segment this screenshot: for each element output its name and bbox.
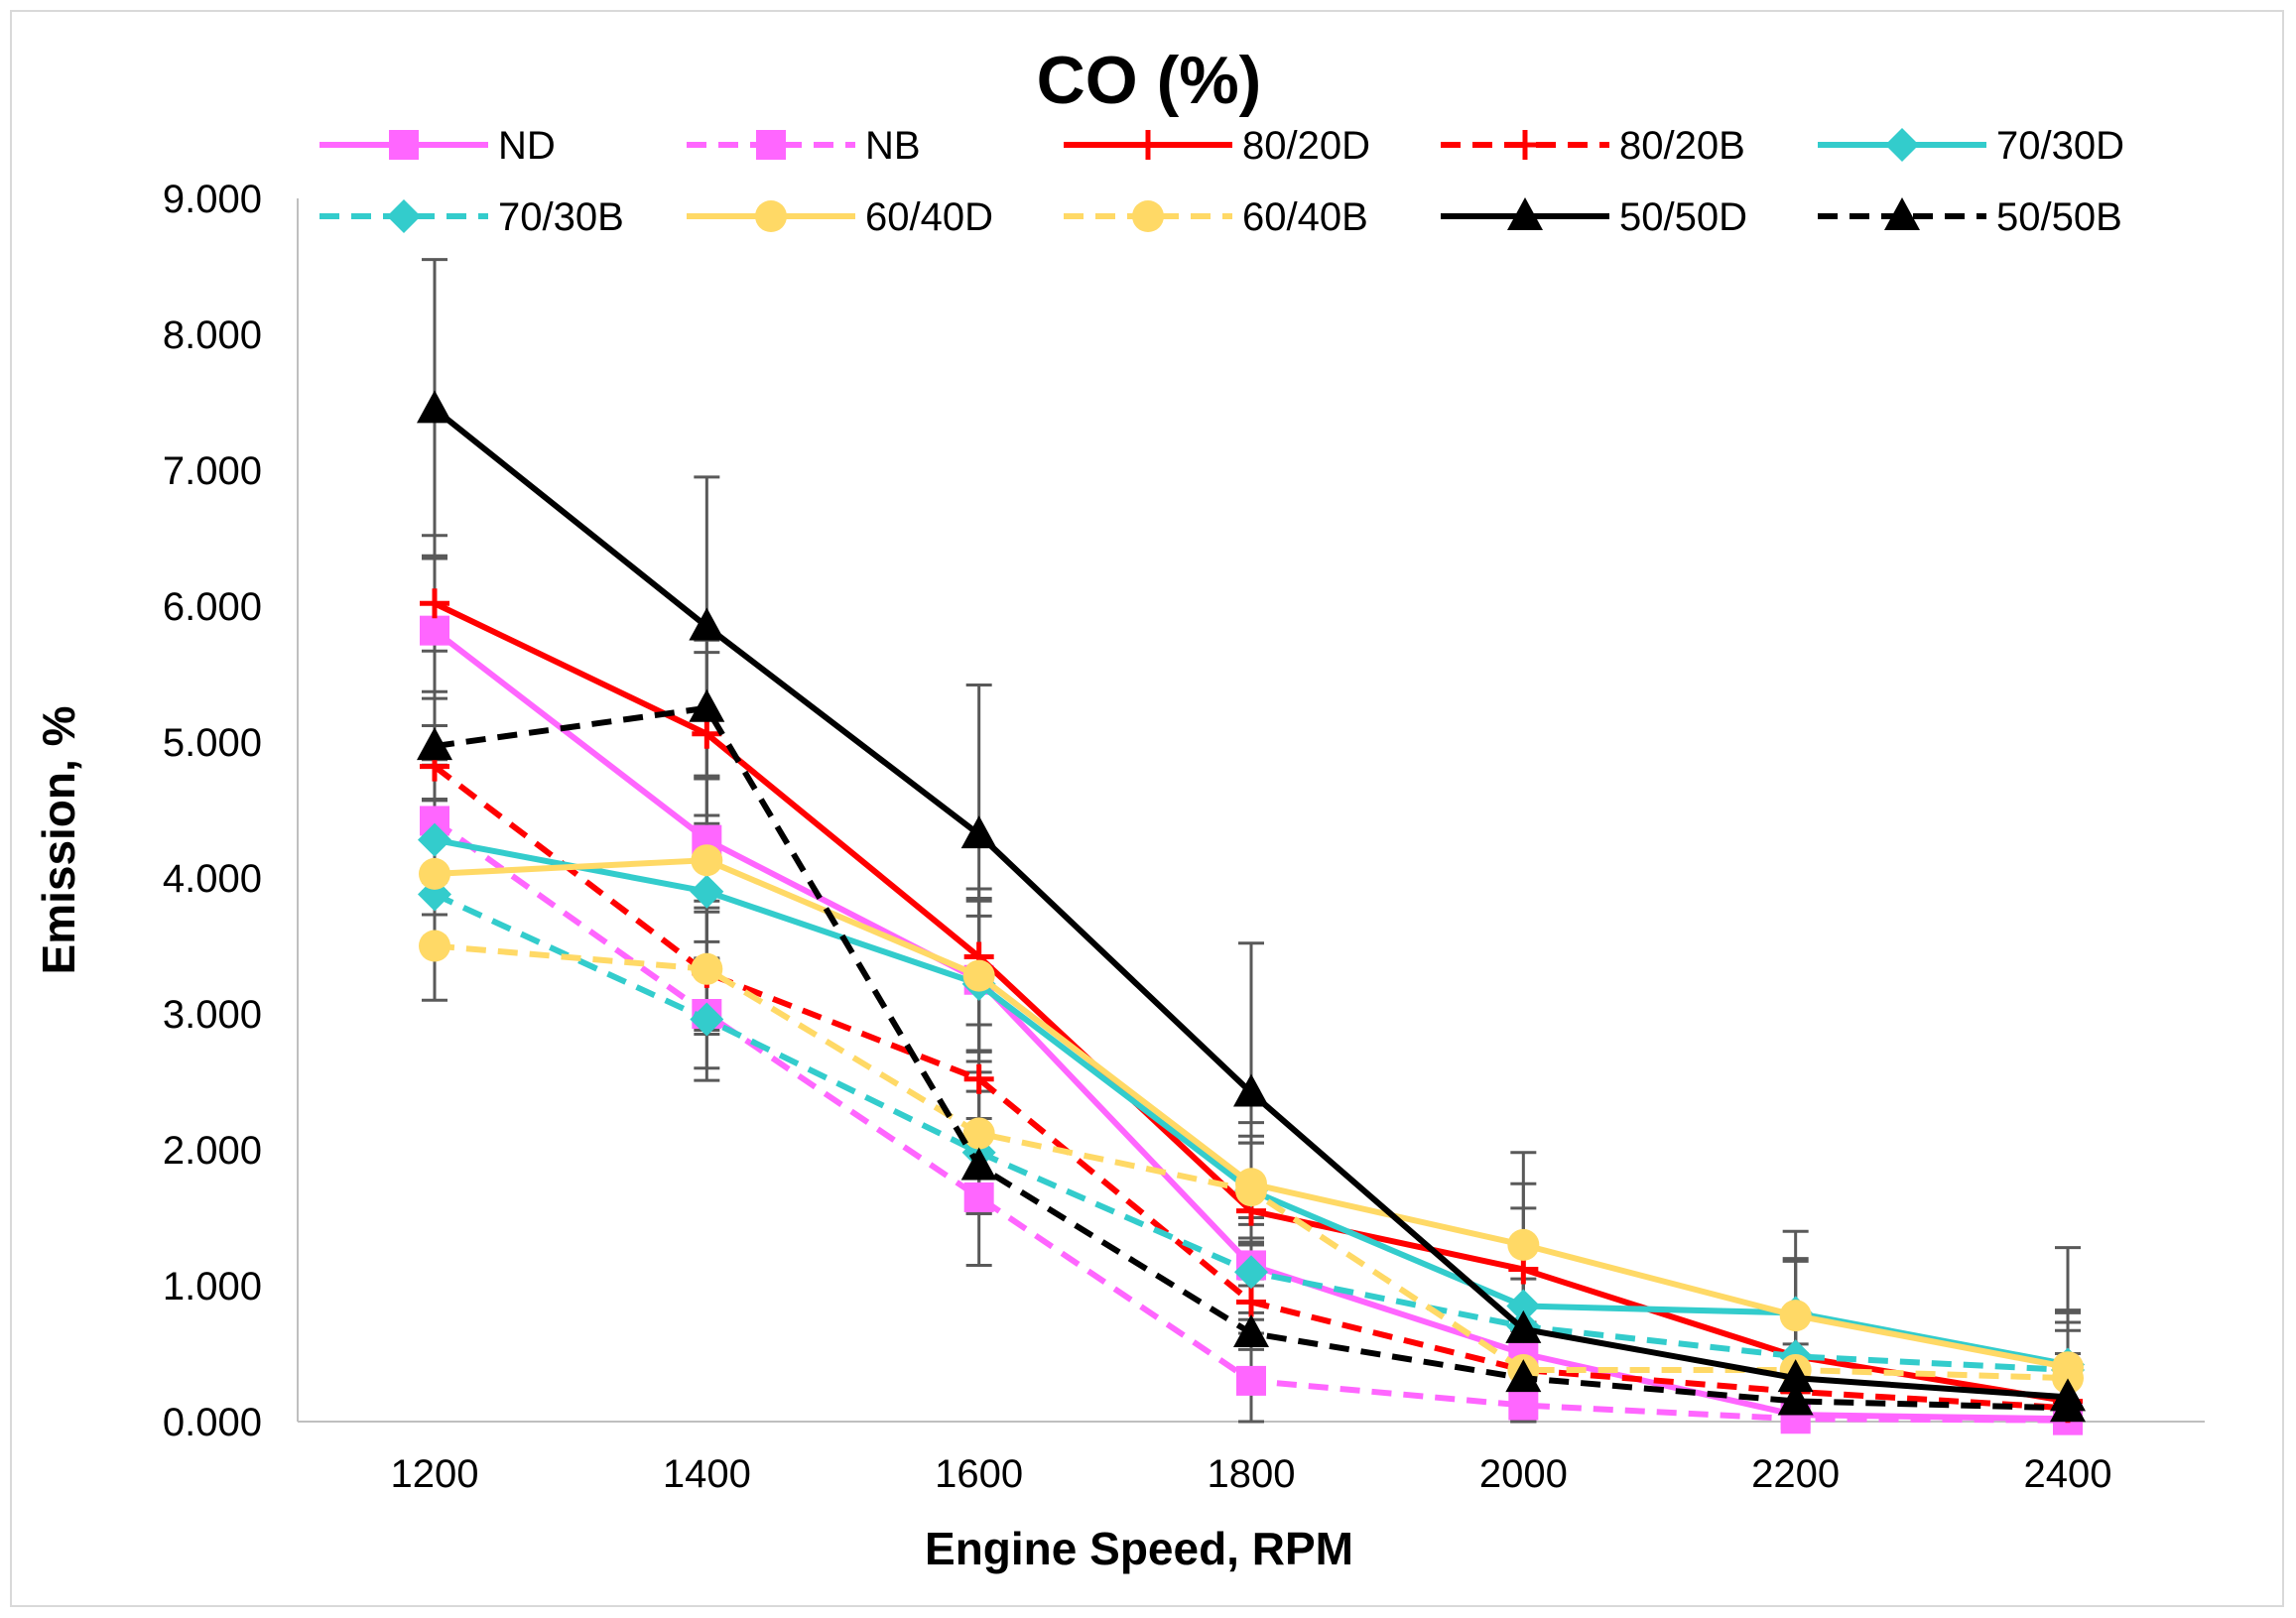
legend-label: 50/50B <box>1996 195 2122 239</box>
legend-label: 70/30B <box>498 195 624 239</box>
data-point-60-40b <box>962 1117 995 1150</box>
data-point-60-40d <box>419 857 450 890</box>
legend-marker <box>387 199 421 233</box>
legend-label: ND <box>498 124 556 168</box>
y-tick-label: 5.000 <box>163 721 262 765</box>
legend-marker <box>1132 200 1164 232</box>
y-tick-label: 8.000 <box>163 313 262 357</box>
data-point-50-50d <box>1505 1309 1542 1343</box>
data-point-80-20d <box>420 588 449 619</box>
legend-marker <box>1885 128 1919 162</box>
legend-marker <box>1884 197 1920 230</box>
chart-frame: CO (%) Engine Speed, RPM Emission, % 0.0… <box>10 10 2284 1607</box>
data-point-nb <box>1508 1390 1539 1421</box>
legend-item-50-50d: 50/50D <box>1441 195 1747 239</box>
data-point-70-30d <box>1506 1289 1541 1323</box>
legend-item-60-40b: 60/40B <box>1064 195 1368 239</box>
data-point-60-40d <box>962 959 995 992</box>
data-point-80-20b <box>963 1063 994 1094</box>
chart-title: CO (%) <box>1037 43 1262 118</box>
data-point-50-50b <box>417 727 452 761</box>
data-point-50-50d <box>960 815 997 849</box>
series-50-50b <box>417 688 2086 1423</box>
y-tick-label: 0.000 <box>163 1401 262 1444</box>
x-tick-label: 2400 <box>2024 1452 2112 1496</box>
legend-label: 60/40B <box>1242 195 1368 239</box>
chart-svg: CO (%) Engine Speed, RPM Emission, % 0.0… <box>33 43 2205 1574</box>
legend-item-60-40d: 60/40D <box>687 195 993 239</box>
data-point-50-50d <box>417 390 452 424</box>
legend-item-70-30d: 70/30D <box>1818 124 2124 168</box>
data-point-60-40b <box>1235 1175 1267 1207</box>
legend-label: 80/20D <box>1242 124 1370 168</box>
data-point-50-50b <box>689 688 725 722</box>
data-point-50-50d <box>1233 1073 1269 1107</box>
legend-marker <box>1510 130 1540 160</box>
error-bars <box>422 258 2081 1424</box>
legend-label: 50/50D <box>1619 195 1747 239</box>
series-layer <box>417 390 2086 1435</box>
y-tick-label: 2.000 <box>163 1129 262 1173</box>
data-point-50-50b <box>960 1147 997 1181</box>
x-axis-title: Engine Speed, RPM <box>925 1523 1353 1574</box>
data-point-50-50d <box>689 607 725 641</box>
legend-marker <box>756 130 786 160</box>
x-tick-label: 1600 <box>935 1452 1023 1496</box>
legend-label: 80/20B <box>1619 124 1745 168</box>
legend-item-70-30b: 70/30B <box>319 195 624 239</box>
data-point-80-20d <box>692 718 722 749</box>
y-tick-label: 6.000 <box>163 585 262 629</box>
legend-item-nb: NB <box>687 124 921 168</box>
y-tick-label: 4.000 <box>163 857 262 901</box>
legend-marker <box>1507 197 1543 230</box>
data-point-60-40b <box>2052 1362 2084 1395</box>
data-point-60-40b <box>419 930 450 962</box>
legend-marker <box>389 130 419 160</box>
data-point-70-30b <box>690 1002 724 1037</box>
data-point-80-20b <box>1236 1287 1266 1317</box>
y-axis-title: Emission, % <box>33 706 84 975</box>
legend-label: 70/30D <box>1996 124 2124 168</box>
legend-item-nd: ND <box>319 124 556 168</box>
y-tick-label: 3.000 <box>163 993 262 1037</box>
data-point-60-40b <box>691 952 723 985</box>
legend-marker <box>1133 130 1163 160</box>
legend-label: 60/40D <box>865 195 993 239</box>
data-point-60-40d <box>1507 1228 1540 1261</box>
x-tick-label: 1400 <box>663 1452 751 1496</box>
data-point-70-30d <box>418 822 451 857</box>
y-tick-label: 1.000 <box>163 1265 262 1308</box>
axes: 0.000 1.000 2.000 3.000 4.000 5.000 6.000 7.000… <box>163 178 2205 1496</box>
legend-marker <box>755 200 787 232</box>
data-point-nd <box>420 615 449 646</box>
data-point-50-50b <box>1505 1359 1542 1393</box>
data-point-70-30b <box>1234 1255 1268 1290</box>
x-tick-label: 2200 <box>1751 1452 1840 1496</box>
data-point-50-50b <box>1233 1313 1269 1347</box>
x-tick-label: 1200 <box>391 1452 479 1496</box>
y-tick-label: 9.000 <box>163 178 262 221</box>
legend-item-80-20b: 80/20B <box>1441 124 1745 168</box>
data-point-50-50d <box>1777 1359 1814 1393</box>
data-point-60-40d <box>1779 1300 1812 1332</box>
x-tick-label: 1800 <box>1208 1452 1296 1496</box>
y-tick-label: 7.000 <box>163 449 262 493</box>
x-tick-label: 2000 <box>1479 1452 1568 1496</box>
data-point-70-30d <box>690 874 724 909</box>
data-point-nb <box>963 1182 994 1212</box>
data-point-60-40d <box>691 844 723 877</box>
data-point-50-50b <box>2050 1389 2086 1423</box>
legend-label: NB <box>865 124 921 168</box>
legend: ND NB 80/20D 80/20B 70/30D 70/30B 60/40D 60/40B… <box>319 124 2124 239</box>
legend-item-80-20d: 80/20D <box>1064 124 1370 168</box>
legend-item-50-50b: 50/50B <box>1818 195 2122 239</box>
data-point-50-50b <box>1777 1382 1814 1416</box>
data-point-nb <box>1236 1365 1266 1396</box>
